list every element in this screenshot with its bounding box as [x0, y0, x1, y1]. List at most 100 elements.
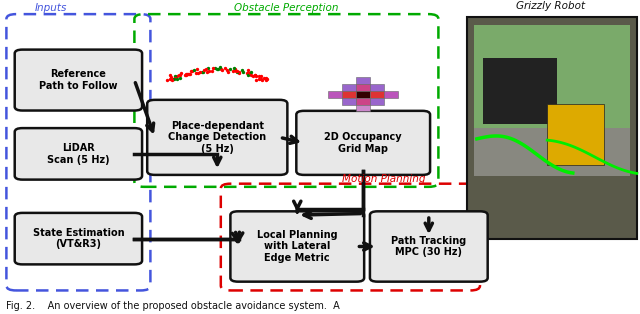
Point — [191, 70, 202, 75]
Bar — [356, 91, 370, 98]
Point — [180, 72, 191, 77]
Point — [257, 78, 267, 83]
FancyBboxPatch shape — [467, 17, 637, 239]
Text: Motion Planning: Motion Planning — [342, 174, 426, 184]
Point — [234, 70, 244, 75]
Point — [180, 72, 191, 77]
Text: State Estimation
(VT&R3): State Estimation (VT&R3) — [33, 228, 124, 249]
FancyBboxPatch shape — [296, 111, 430, 175]
Point — [242, 71, 252, 76]
Point — [250, 73, 260, 78]
FancyBboxPatch shape — [474, 128, 630, 176]
Point — [203, 66, 213, 71]
Bar — [370, 84, 385, 91]
Point — [177, 71, 187, 76]
Point — [198, 68, 209, 73]
Point — [184, 71, 195, 76]
Point — [193, 71, 204, 76]
Bar — [384, 91, 398, 98]
Point — [244, 70, 255, 75]
Point — [181, 72, 191, 77]
Bar — [328, 91, 342, 98]
Point — [195, 70, 205, 75]
Point — [170, 75, 180, 80]
Point — [256, 76, 266, 81]
FancyBboxPatch shape — [547, 104, 604, 165]
Bar — [370, 98, 385, 105]
Point — [208, 66, 218, 71]
Text: Reference
Path to Follow: Reference Path to Follow — [39, 69, 118, 91]
Point — [232, 69, 242, 74]
Text: LiDAR
Scan (5 Hz): LiDAR Scan (5 Hz) — [47, 143, 109, 165]
Point — [168, 76, 178, 81]
Point — [186, 68, 196, 73]
Point — [169, 76, 179, 81]
Point — [201, 66, 211, 71]
Point — [260, 77, 271, 82]
Point — [192, 67, 202, 72]
Text: Fig. 2.    An overview of the proposed obstacle avoidance system.  A: Fig. 2. An overview of the proposed obst… — [6, 301, 340, 311]
Point — [237, 68, 247, 73]
Point — [254, 77, 264, 82]
Point — [184, 72, 195, 77]
FancyBboxPatch shape — [147, 100, 287, 175]
Point — [207, 69, 217, 74]
Text: Grizzly Robot: Grizzly Robot — [516, 1, 585, 11]
Text: Path Tracking
MPC (30 Hz): Path Tracking MPC (30 Hz) — [391, 236, 467, 257]
Point — [175, 73, 185, 78]
Point — [217, 68, 227, 73]
Point — [225, 67, 236, 72]
Point — [172, 74, 182, 79]
Point — [253, 73, 264, 78]
FancyBboxPatch shape — [15, 128, 142, 180]
Point — [234, 69, 244, 74]
Point — [165, 76, 175, 81]
Point — [215, 65, 225, 70]
Bar — [342, 84, 356, 91]
Point — [244, 71, 254, 76]
Point — [259, 75, 269, 80]
Point — [165, 73, 175, 78]
Text: Obstacle Perception: Obstacle Perception — [234, 3, 339, 13]
Point — [246, 69, 256, 74]
Point — [189, 68, 200, 73]
Point — [204, 69, 214, 74]
Point — [256, 73, 266, 78]
Point — [174, 76, 184, 81]
Point — [222, 68, 232, 73]
Point — [216, 67, 226, 72]
Point — [220, 66, 230, 71]
Point — [251, 78, 261, 83]
Text: Local Planning
with Lateral
Edge Metric: Local Planning with Lateral Edge Metric — [257, 230, 337, 263]
Point — [202, 70, 212, 75]
Point — [186, 69, 196, 74]
Point — [227, 69, 237, 74]
Point — [250, 72, 260, 77]
Point — [172, 77, 182, 82]
Point — [260, 75, 271, 80]
Point — [209, 65, 220, 70]
Point — [243, 68, 253, 73]
Point — [250, 73, 260, 78]
FancyBboxPatch shape — [15, 213, 142, 264]
FancyBboxPatch shape — [370, 211, 488, 282]
Point — [182, 71, 192, 76]
Point — [238, 69, 248, 74]
Text: 2D Occupancy
Grid Map: 2D Occupancy Grid Map — [324, 132, 402, 154]
Point — [211, 67, 221, 72]
Point — [261, 76, 271, 81]
Point — [230, 66, 241, 71]
Point — [243, 73, 253, 78]
Point — [231, 68, 241, 73]
Point — [232, 68, 243, 73]
Point — [223, 69, 234, 74]
Point — [166, 75, 176, 80]
Point — [197, 70, 207, 75]
Point — [183, 72, 193, 77]
Point — [248, 74, 258, 79]
FancyBboxPatch shape — [483, 58, 557, 124]
Point — [162, 78, 172, 83]
Bar — [356, 105, 370, 111]
Bar — [356, 84, 370, 91]
FancyBboxPatch shape — [230, 211, 364, 282]
